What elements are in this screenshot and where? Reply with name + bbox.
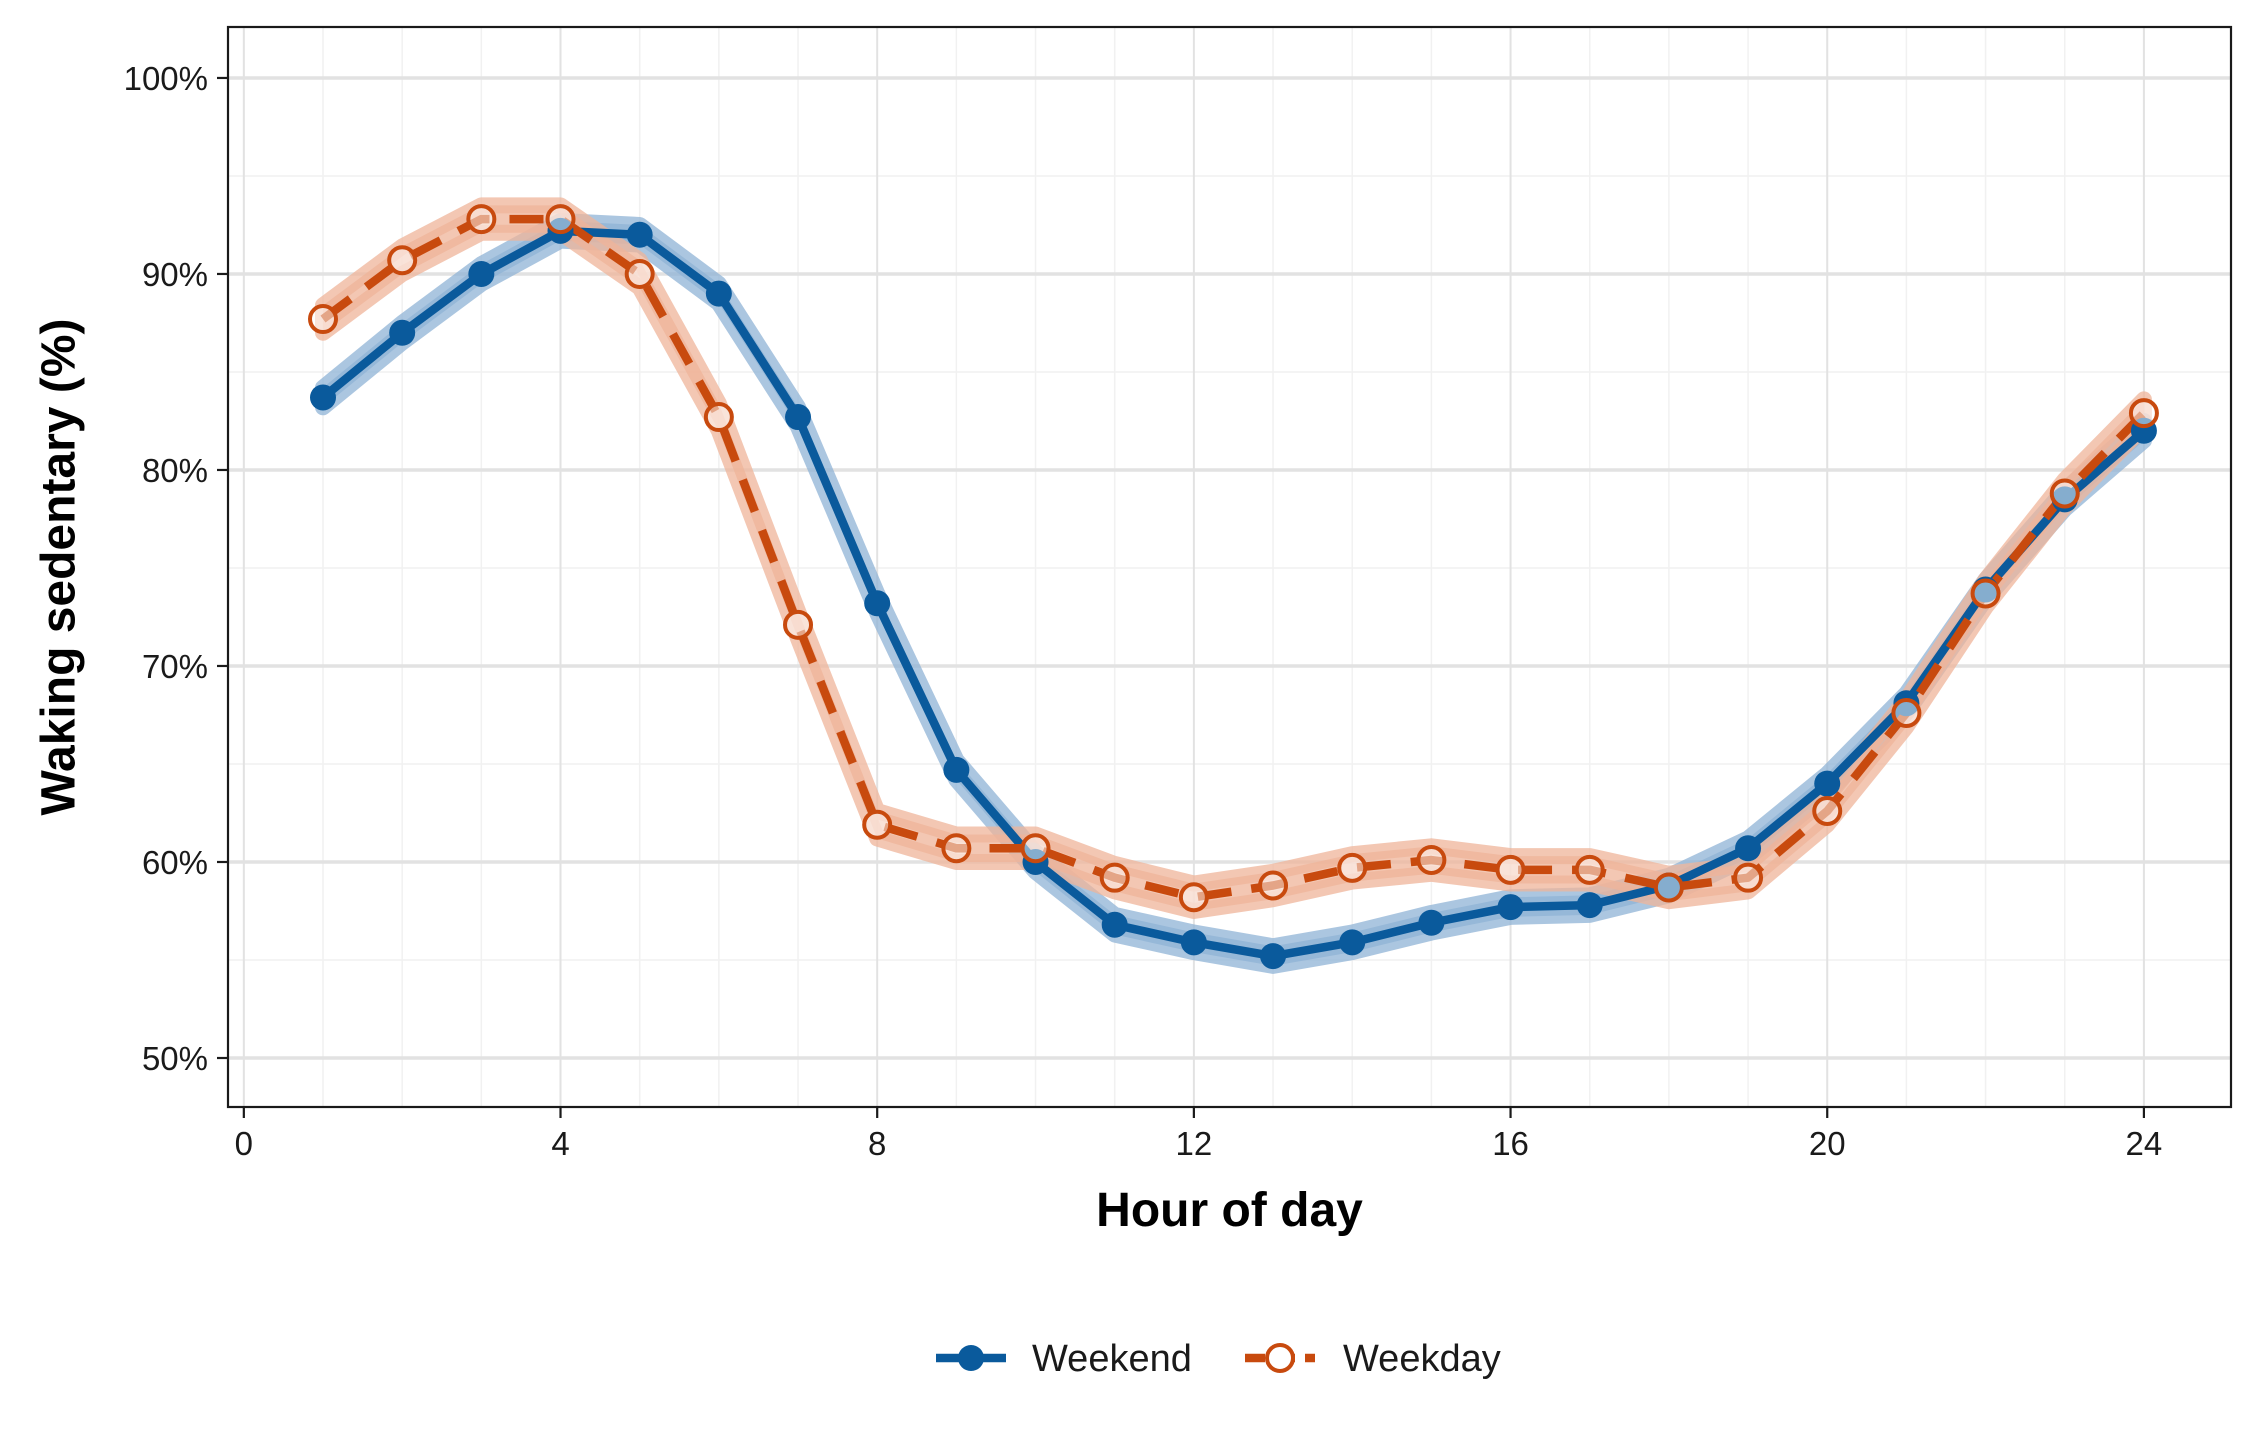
- weekend-point: [1418, 909, 1445, 936]
- weekday-point: [1258, 870, 1289, 901]
- weekend-point: [626, 221, 653, 248]
- weekend-point: [943, 756, 970, 783]
- weekend-point: [1576, 892, 1603, 919]
- weekday-point: [783, 609, 814, 640]
- x-tick-label: 24: [2126, 1125, 2163, 1162]
- weekend-point: [1101, 911, 1128, 938]
- weekday-point: [545, 204, 576, 235]
- legend: Weekend Weekday: [936, 1338, 1501, 1380]
- weekday-point: [1020, 833, 1051, 864]
- weekday-point: [1653, 872, 1684, 903]
- major-gridlines: [228, 27, 2231, 1107]
- weekday-point: [1416, 845, 1447, 876]
- weekday-point: [387, 245, 418, 276]
- weekday-point: [2049, 478, 2080, 509]
- y-tick-label: 80%: [142, 452, 208, 489]
- weekend-point: [389, 319, 416, 346]
- x-axis: 0 4 8 12 16 20 24: [235, 1107, 2163, 1162]
- weekend-point: [785, 404, 812, 431]
- weekday-point: [941, 833, 972, 864]
- x-tick-label: 8: [868, 1125, 886, 1162]
- y-tick-label: 70%: [142, 648, 208, 685]
- weekday-point: [1495, 854, 1526, 885]
- y-tick-label: 100%: [124, 60, 208, 97]
- weekday-point: [624, 258, 655, 289]
- weekday-legend-label: Weekday: [1343, 1338, 1501, 1380]
- weekday-point: [2128, 398, 2159, 429]
- weekday-legend-key-marker: [1265, 1343, 1295, 1373]
- x-tick-label: 0: [235, 1125, 253, 1162]
- weekend-point: [1497, 894, 1524, 921]
- weekend-line: [320, 226, 2147, 961]
- weekend-point: [1735, 835, 1762, 862]
- plot-panel-border: [226, 25, 2233, 1109]
- x-tick-label: 16: [1492, 1125, 1529, 1162]
- y-tick-label: 60%: [142, 844, 208, 881]
- weekday-point: [1574, 854, 1605, 885]
- weekday-line: [320, 214, 2147, 902]
- y-tick-label: 50%: [142, 1040, 208, 1077]
- weekend-point: [1260, 943, 1287, 970]
- series-lines: [320, 214, 2147, 961]
- weekend-point: [864, 590, 891, 617]
- y-axis: 50% 60% 70% 80% 90% 100%: [124, 60, 228, 1077]
- weekday-point: [1970, 578, 2001, 609]
- series-points: [308, 204, 2159, 970]
- weekend-point: [1339, 929, 1366, 956]
- weekday-point: [1178, 882, 1209, 913]
- weekend-point: [1814, 770, 1841, 797]
- weekday-point: [1812, 796, 1843, 827]
- y-tick-label: 90%: [142, 256, 208, 293]
- weekend-point: [705, 280, 732, 307]
- weekday-point: [1099, 862, 1130, 893]
- x-tick-label: 20: [1809, 1125, 1846, 1162]
- weekend-point: [310, 384, 337, 411]
- weekday-point: [862, 809, 893, 840]
- weekday-point: [703, 402, 734, 433]
- weekend-legend-label: Weekend: [1032, 1338, 1192, 1380]
- x-tick-label: 12: [1176, 1125, 1213, 1162]
- weekday-point: [1337, 852, 1368, 883]
- weekend-point: [468, 260, 495, 287]
- weekday-point: [308, 304, 339, 335]
- x-tick-label: 4: [551, 1125, 569, 1162]
- weekday-point: [466, 204, 497, 235]
- x-axis-title: Hour of day: [1096, 1184, 1363, 1237]
- weekend-legend-key-marker: [958, 1345, 984, 1371]
- weekday-point: [1733, 862, 1764, 893]
- weekend-point: [1180, 929, 1207, 956]
- y-axis-title: Waking sedentary (%): [33, 319, 86, 816]
- weekday-point: [1891, 698, 1922, 729]
